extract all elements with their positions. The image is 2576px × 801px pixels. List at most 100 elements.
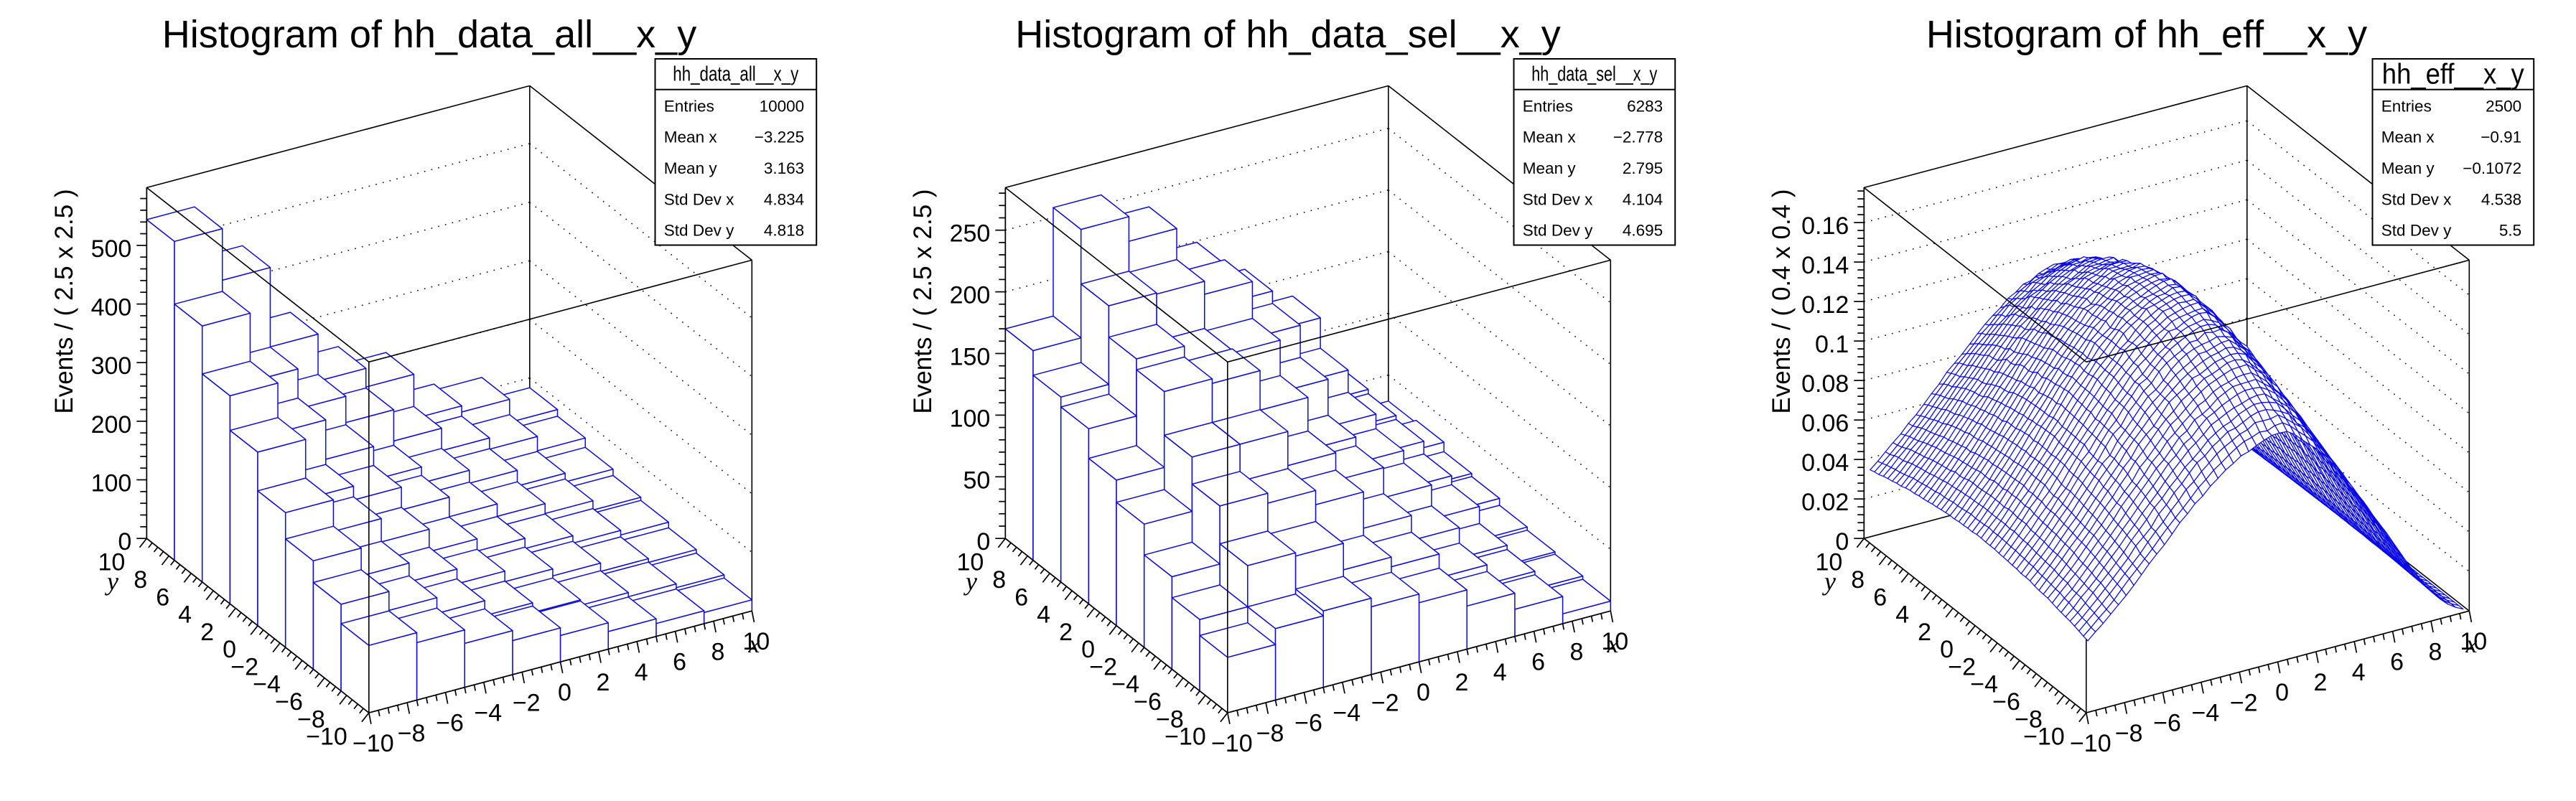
svg-text:Mean x: Mean x: [1523, 128, 1577, 146]
svg-text:−4: −4: [1970, 671, 1998, 698]
svg-text:0: 0: [118, 528, 131, 556]
svg-text:Std Dev y: Std Dev y: [2381, 222, 2452, 240]
svg-text:−8: −8: [1156, 706, 1184, 733]
svg-text:−2.778: −2.778: [1613, 128, 1663, 146]
svg-text:−4: −4: [474, 700, 502, 727]
svg-text:Entries: Entries: [2381, 97, 2432, 115]
svg-text:250: 250: [950, 220, 991, 248]
svg-text:hh_eff__x_y: hh_eff__x_y: [2382, 59, 2524, 90]
svg-text:8: 8: [2429, 638, 2442, 665]
svg-text:2: 2: [596, 669, 610, 696]
svg-text:10: 10: [1815, 549, 1842, 576]
svg-text:0: 0: [2275, 679, 2289, 706]
svg-text:−10: −10: [306, 723, 347, 751]
svg-text:−10: −10: [353, 730, 394, 757]
svg-text:−6: −6: [1294, 710, 1322, 737]
svg-text:8: 8: [992, 566, 1006, 594]
svg-text:−6: −6: [436, 710, 464, 737]
svg-text:y: y: [963, 567, 977, 596]
svg-text:−2: −2: [230, 653, 258, 680]
svg-text:−6: −6: [275, 688, 303, 716]
svg-text:−0.91: −0.91: [2481, 128, 2521, 146]
svg-text:−10: −10: [1165, 723, 1206, 751]
svg-text:Mean x: Mean x: [2381, 128, 2435, 146]
svg-text:x: x: [2465, 629, 2478, 658]
svg-text:10: 10: [2460, 628, 2487, 655]
svg-text:−8: −8: [398, 720, 426, 747]
svg-text:Histogram of hh_eff__x_y: Histogram of hh_eff__x_y: [1926, 13, 2367, 56]
svg-text:−8: −8: [2015, 706, 2043, 733]
svg-text:10: 10: [98, 549, 125, 576]
svg-text:Histogram of hh_data_sel__x_y: Histogram of hh_data_sel__x_y: [1015, 13, 1560, 56]
svg-text:−0.1072: −0.1072: [2463, 159, 2521, 177]
svg-text:400: 400: [91, 294, 132, 322]
svg-text:100: 100: [91, 470, 132, 497]
svg-text:5.5: 5.5: [2499, 222, 2521, 240]
svg-text:100: 100: [950, 405, 991, 432]
svg-text:4.104: 4.104: [1623, 190, 1663, 208]
svg-text:0: 0: [1081, 636, 1095, 663]
svg-text:−3.225: −3.225: [755, 128, 804, 146]
svg-text:4: 4: [1493, 659, 1507, 686]
svg-text:0.08: 0.08: [1801, 370, 1849, 398]
svg-text:0.12: 0.12: [1801, 291, 1849, 319]
svg-text:Mean y: Mean y: [1523, 159, 1577, 177]
svg-text:200: 200: [950, 282, 991, 309]
svg-text:Std Dev x: Std Dev x: [664, 190, 734, 208]
svg-text:4.538: 4.538: [2481, 190, 2521, 208]
svg-text:10: 10: [1601, 628, 1628, 655]
svg-text:−4: −4: [253, 671, 281, 698]
svg-text:0.02: 0.02: [1801, 489, 1849, 516]
svg-text:6: 6: [2390, 649, 2404, 676]
svg-text:Std Dev y: Std Dev y: [1523, 222, 1593, 240]
svg-text:−10: −10: [2070, 730, 2111, 757]
svg-text:10: 10: [956, 549, 984, 576]
svg-text:2500: 2500: [2486, 97, 2521, 115]
svg-text:hh_data_sel__x_y: hh_data_sel__x_y: [1531, 62, 1658, 85]
svg-text:Entries: Entries: [664, 97, 714, 115]
svg-text:2: 2: [200, 619, 214, 646]
svg-text:−8: −8: [1256, 720, 1284, 747]
svg-text:10: 10: [742, 628, 770, 655]
svg-text:y: y: [105, 567, 118, 596]
svg-text:0.04: 0.04: [1801, 449, 1849, 477]
svg-text:2: 2: [1059, 619, 1073, 646]
svg-text:Mean x: Mean x: [664, 128, 718, 146]
svg-text:4.695: 4.695: [1623, 222, 1663, 240]
svg-text:y: y: [1822, 567, 1836, 596]
svg-text:0.16: 0.16: [1801, 212, 1849, 240]
svg-text:0: 0: [223, 636, 236, 663]
svg-text:x: x: [748, 629, 760, 658]
svg-text:50: 50: [963, 467, 990, 494]
svg-text:300: 300: [91, 352, 132, 380]
svg-text:2: 2: [1918, 619, 1931, 646]
svg-text:2.795: 2.795: [1623, 159, 1663, 177]
svg-text:Events / ( 2.5 x 2.5 ): Events / ( 2.5 x 2.5 ): [909, 189, 937, 413]
svg-text:4.834: 4.834: [764, 190, 804, 208]
svg-text:hh_data_all__x_y: hh_data_all__x_y: [673, 62, 799, 85]
svg-text:200: 200: [91, 411, 132, 439]
svg-text:6: 6: [1531, 649, 1545, 676]
svg-text:0: 0: [1940, 636, 1954, 663]
svg-text:3.163: 3.163: [764, 159, 804, 177]
svg-text:150: 150: [950, 344, 991, 371]
svg-text:10000: 10000: [760, 97, 805, 115]
svg-text:0: 0: [1835, 528, 1849, 556]
svg-text:2: 2: [2313, 669, 2327, 696]
svg-text:500: 500: [91, 235, 132, 263]
svg-text:−10: −10: [1211, 730, 1253, 757]
svg-text:Entries: Entries: [1523, 97, 1573, 115]
svg-text:−6: −6: [1992, 688, 2020, 716]
svg-text:6: 6: [1873, 584, 1887, 611]
svg-text:4: 4: [1037, 601, 1050, 629]
svg-text:0: 0: [976, 528, 990, 556]
svg-text:−4: −4: [1111, 671, 1139, 698]
svg-text:8: 8: [1569, 638, 1583, 665]
svg-text:0.14: 0.14: [1801, 252, 1849, 279]
svg-text:4.818: 4.818: [764, 222, 804, 240]
svg-text:−10: −10: [2023, 723, 2065, 751]
svg-text:−8: −8: [297, 706, 325, 733]
svg-text:8: 8: [1851, 566, 1865, 594]
svg-text:−2: −2: [513, 689, 541, 716]
svg-text:8: 8: [134, 566, 147, 594]
